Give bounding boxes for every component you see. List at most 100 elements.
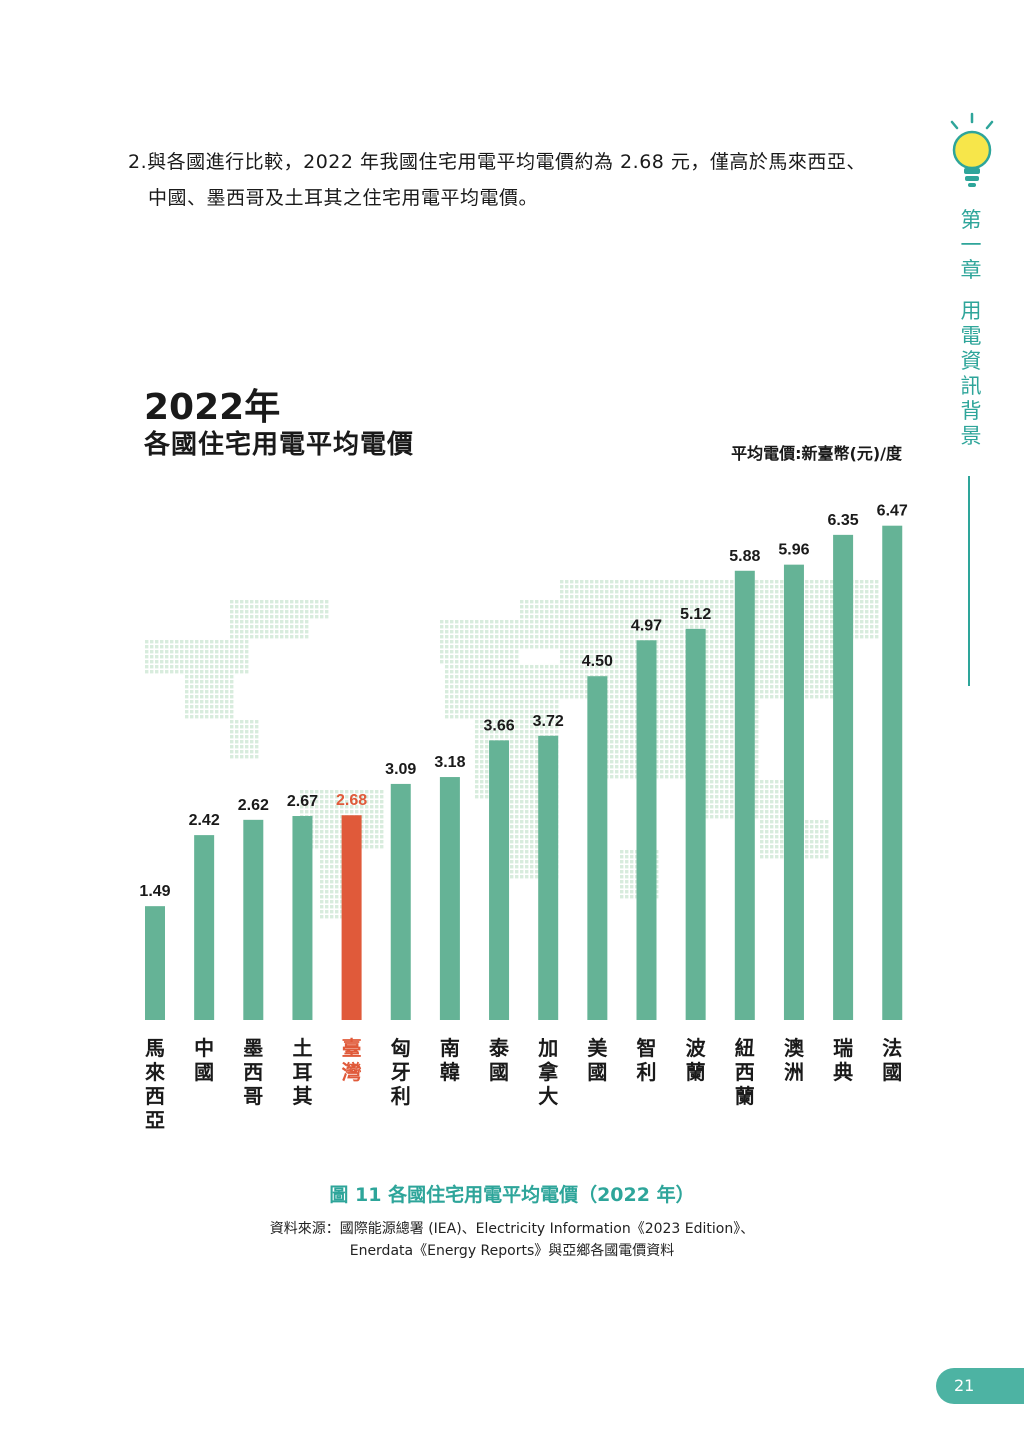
map-dot (675, 695, 679, 699)
map-dot (755, 655, 759, 659)
map-dot (160, 665, 164, 669)
map-dot (690, 625, 694, 629)
map-dot (500, 655, 504, 659)
map-dot (710, 650, 714, 654)
map-dot (335, 830, 339, 834)
map-dot (450, 660, 454, 664)
map-dot (595, 650, 599, 654)
map-dot (570, 680, 574, 684)
value-label-14: 6.35 (828, 512, 859, 529)
map-dot (165, 655, 169, 659)
map-dot (345, 800, 349, 804)
map-dot (725, 785, 729, 789)
map-dot (485, 790, 489, 794)
map-dot (565, 675, 569, 679)
map-dot (710, 635, 714, 639)
map-dot (530, 855, 534, 859)
map-dot (520, 865, 524, 869)
map-dot (585, 665, 589, 669)
map-dot (290, 625, 294, 629)
map-dot (500, 665, 504, 669)
map-dot (460, 675, 464, 679)
map-dot (490, 680, 494, 684)
map-dot (600, 610, 604, 614)
map-dot (375, 830, 379, 834)
map-dot (665, 775, 669, 779)
map-dot (865, 605, 869, 609)
map-dot (705, 745, 709, 749)
map-dot (805, 695, 809, 699)
map-dot (710, 715, 714, 719)
map-dot (530, 690, 534, 694)
map-dot (820, 660, 824, 664)
map-dot (510, 810, 514, 814)
map-dot (475, 665, 479, 669)
map-dot (825, 650, 829, 654)
map-dot (315, 835, 319, 839)
map-dot (670, 650, 674, 654)
map-dot (535, 840, 539, 844)
map-dot (730, 655, 734, 659)
map-dot (615, 635, 619, 639)
map-dot (805, 855, 809, 859)
map-dot (865, 610, 869, 614)
map-dot (720, 800, 724, 804)
map-dot (820, 855, 824, 859)
intro-line-1: 2.與各國進行比較，2022 年我國住宅用電平均電價約為 2.68 元，僅高於馬… (128, 151, 866, 173)
map-dot (545, 675, 549, 679)
map-dot (220, 645, 224, 649)
map-dot (655, 890, 659, 894)
map-dot (725, 650, 729, 654)
map-dot (195, 685, 199, 689)
map-dot (560, 610, 564, 614)
map-dot (515, 865, 519, 869)
map-dot (575, 635, 579, 639)
value-label-5: 3.09 (385, 761, 416, 778)
map-dot (540, 675, 544, 679)
category-label-7: 泰國 (489, 1036, 510, 1084)
map-dot (355, 795, 359, 799)
map-dot (195, 710, 199, 714)
map-dot (520, 820, 524, 824)
map-dot (460, 685, 464, 689)
map-dot (495, 640, 499, 644)
map-dot (630, 870, 634, 874)
map-dot (200, 685, 204, 689)
map-dot (235, 610, 239, 614)
side-divider (968, 476, 970, 686)
map-dot (855, 600, 859, 604)
map-dot (595, 610, 599, 614)
map-dot (705, 630, 709, 634)
map-dot (650, 595, 654, 599)
map-dot (530, 835, 534, 839)
map-dot (635, 595, 639, 599)
map-dot (230, 625, 234, 629)
map-dot (210, 640, 214, 644)
map-dot (705, 590, 709, 594)
map-dot (715, 680, 719, 684)
map-dot (675, 760, 679, 764)
map-dot (805, 600, 809, 604)
map-dot (815, 650, 819, 654)
map-dot (485, 755, 489, 759)
map-dot (690, 580, 694, 584)
map-dot (510, 630, 514, 634)
map-dot (530, 685, 534, 689)
map-dot (765, 610, 769, 614)
map-dot (725, 730, 729, 734)
map-dot (675, 675, 679, 679)
map-dot (510, 740, 514, 744)
map-dot (610, 595, 614, 599)
map-dot (815, 620, 819, 624)
map-dot (320, 795, 324, 799)
category-label-13: 澳洲 (783, 1036, 804, 1084)
map-dot (715, 665, 719, 669)
map-dot (560, 665, 564, 669)
map-dot (525, 820, 529, 824)
map-dot (355, 790, 359, 794)
map-dot (155, 650, 159, 654)
map-dot (320, 845, 324, 849)
map-dot (305, 625, 309, 629)
map-dot (485, 745, 489, 749)
map-dot (345, 790, 349, 794)
